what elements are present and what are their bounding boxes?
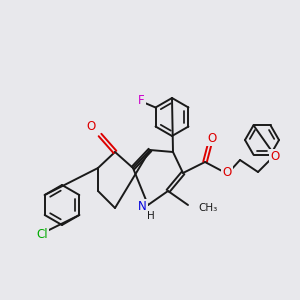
Text: CH₃: CH₃ [198, 203, 217, 213]
Text: N: N [138, 200, 146, 214]
Text: O: O [207, 131, 217, 145]
Text: Cl: Cl [36, 229, 48, 242]
Text: O: O [222, 166, 232, 178]
Text: H: H [147, 211, 155, 221]
Text: O: O [270, 151, 280, 164]
Text: F: F [138, 94, 144, 107]
Text: O: O [86, 119, 96, 133]
